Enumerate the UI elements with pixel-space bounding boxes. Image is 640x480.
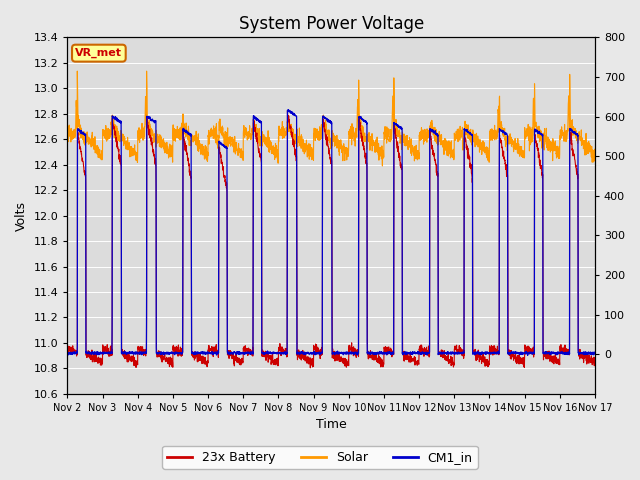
- Solar: [289, 141, 296, 147]
- Solar: [581, 139, 589, 144]
- Solar: [124, 138, 132, 144]
- 23x Battery: [289, 142, 296, 147]
- 23x Battery: [155, 354, 163, 360]
- CM1_in: [124, 350, 131, 356]
- Solar: [379, 163, 387, 169]
- CM1_in: [63, 350, 71, 356]
- CM1_in: [591, 350, 598, 356]
- Legend: 23x Battery, Solar, CM1_in: 23x Battery, Solar, CM1_in: [163, 446, 477, 469]
- 23x Battery: [591, 361, 598, 367]
- CM1_in: [155, 349, 163, 355]
- 23x Battery: [266, 355, 273, 360]
- CM1_in: [289, 111, 296, 117]
- Title: System Power Voltage: System Power Voltage: [239, 15, 424, 33]
- CM1_in: [266, 350, 273, 356]
- Solar: [591, 158, 598, 164]
- Y-axis label: Volts: Volts: [15, 201, 28, 230]
- 23x Battery: [524, 343, 532, 349]
- X-axis label: Time: Time: [316, 419, 346, 432]
- 23x Battery: [124, 354, 131, 360]
- 23x Battery: [581, 354, 589, 360]
- Solar: [74, 68, 81, 74]
- Solar: [63, 126, 71, 132]
- 23x Battery: [307, 365, 314, 371]
- Solar: [156, 137, 163, 143]
- Line: 23x Battery: 23x Battery: [67, 110, 595, 368]
- Solar: [266, 138, 274, 144]
- 23x Battery: [284, 108, 291, 113]
- Text: VR_met: VR_met: [76, 48, 122, 58]
- 23x Battery: [63, 345, 71, 350]
- Line: CM1_in: CM1_in: [67, 109, 595, 355]
- Line: Solar: Solar: [67, 71, 595, 166]
- Solar: [524, 130, 532, 135]
- CM1_in: [524, 350, 532, 356]
- CM1_in: [285, 107, 292, 112]
- CM1_in: [581, 349, 589, 355]
- CM1_in: [524, 352, 531, 358]
